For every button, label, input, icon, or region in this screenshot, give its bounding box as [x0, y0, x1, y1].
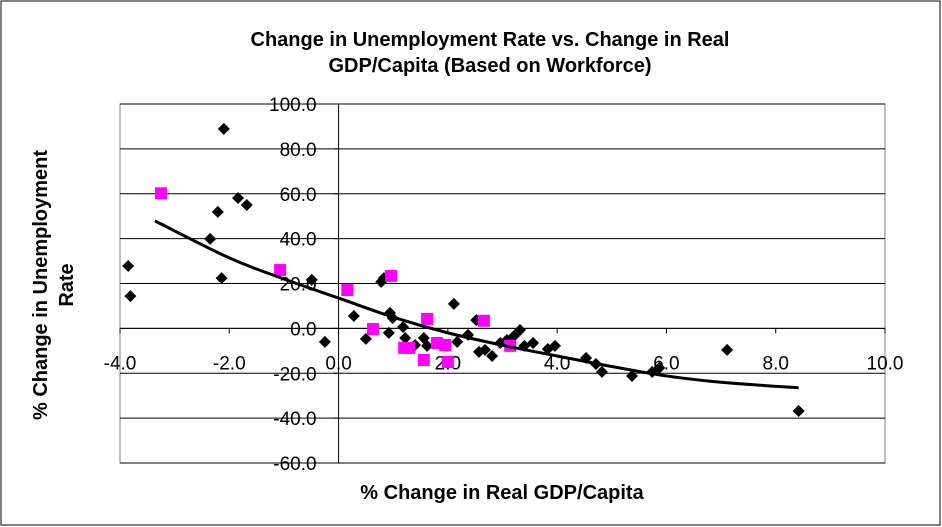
marker-diamond: [211, 205, 224, 218]
marker-square: [477, 314, 490, 327]
marker-diamond: [204, 232, 217, 245]
marker-diamond: [626, 369, 639, 382]
marker-square: [385, 269, 398, 282]
marker-diamond: [382, 326, 395, 339]
x-tick-label: 8.0: [763, 353, 789, 374]
y-tick-label: 80.0: [280, 140, 317, 161]
marker-diamond: [359, 332, 372, 345]
chart-title: GDP/Capita (Based on Workforce): [328, 55, 651, 77]
marker-diamond: [527, 336, 540, 349]
marker-square: [274, 264, 287, 277]
marker-diamond: [507, 330, 520, 343]
marker-square: [403, 341, 416, 354]
trendline: [154, 219, 799, 390]
y-axis-label: Rate: [56, 263, 78, 306]
y-axis-label: % Change in Unemployment: [30, 150, 52, 420]
y-tick-label: 100.0: [269, 95, 317, 116]
marker-diamond: [595, 365, 608, 378]
marker-square: [439, 338, 452, 351]
marker-diamond: [124, 290, 137, 303]
marker-square: [421, 312, 434, 325]
marker-diamond: [792, 404, 805, 417]
marker-diamond: [318, 335, 331, 348]
y-tick-label: -20.0: [273, 364, 316, 385]
marker-diamond: [548, 339, 561, 352]
y-tick-label: -40.0: [273, 409, 316, 430]
x-axis-label: % Change in Real GDP/Capita: [360, 482, 644, 504]
x-tick-label: -2.0: [213, 353, 246, 374]
marker-diamond: [479, 343, 492, 356]
marker-diamond: [513, 323, 526, 336]
marker-square: [417, 354, 430, 367]
marker-diamond: [122, 259, 135, 272]
marker-square: [366, 323, 379, 336]
marker-diamond: [721, 343, 734, 356]
marker-diamond: [486, 349, 499, 362]
marker-diamond: [215, 272, 228, 285]
marker-diamond: [653, 361, 666, 374]
marker-diamond: [447, 297, 460, 310]
y-tick-label: 60.0: [280, 185, 317, 206]
marker-diamond: [399, 332, 412, 345]
marker-diamond: [451, 335, 464, 348]
y-tick-label: 0.0: [290, 319, 316, 340]
marker-square: [341, 284, 354, 297]
x-tick-label: -4.0: [104, 353, 137, 374]
marker-diamond: [305, 273, 318, 286]
marker-diamond: [397, 321, 410, 334]
chart-title: Change in Unemployment Rate vs. Change i…: [251, 29, 730, 51]
marker-diamond: [347, 310, 360, 323]
marker-diamond: [240, 198, 253, 211]
marker-diamond: [232, 192, 245, 205]
marker-diamond: [217, 122, 230, 135]
y-tick-label: -60.0: [273, 454, 316, 475]
x-tick-label: 10.0: [867, 353, 904, 374]
marker-diamond: [421, 339, 434, 352]
marker-square: [154, 187, 167, 200]
y-tick-label: 40.0: [280, 230, 317, 251]
y-axis-label-group: % Change in Unemployment Rate: [30, 150, 78, 420]
marker-square: [441, 356, 454, 369]
